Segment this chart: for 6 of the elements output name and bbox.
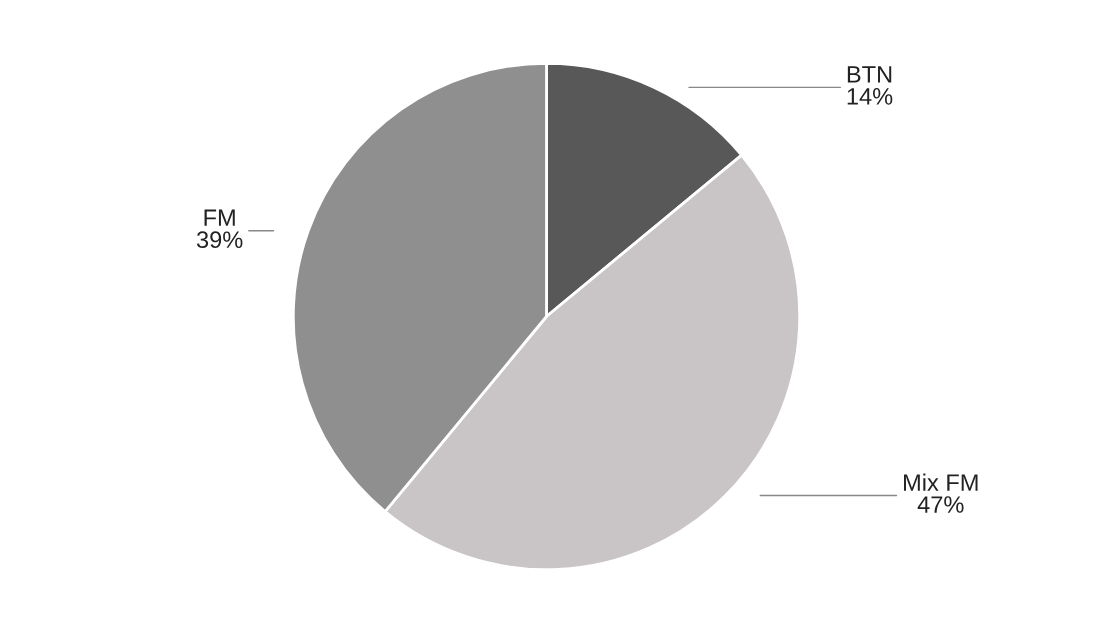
slice-label: BTN <box>847 66 892 83</box>
data-label: 39% <box>196 231 243 249</box>
data-label: 47% <box>917 496 964 513</box>
data-label: 14% <box>847 88 893 105</box>
slice-label: FM <box>204 209 235 226</box>
slice-label: Mix FM <box>904 473 978 491</box>
